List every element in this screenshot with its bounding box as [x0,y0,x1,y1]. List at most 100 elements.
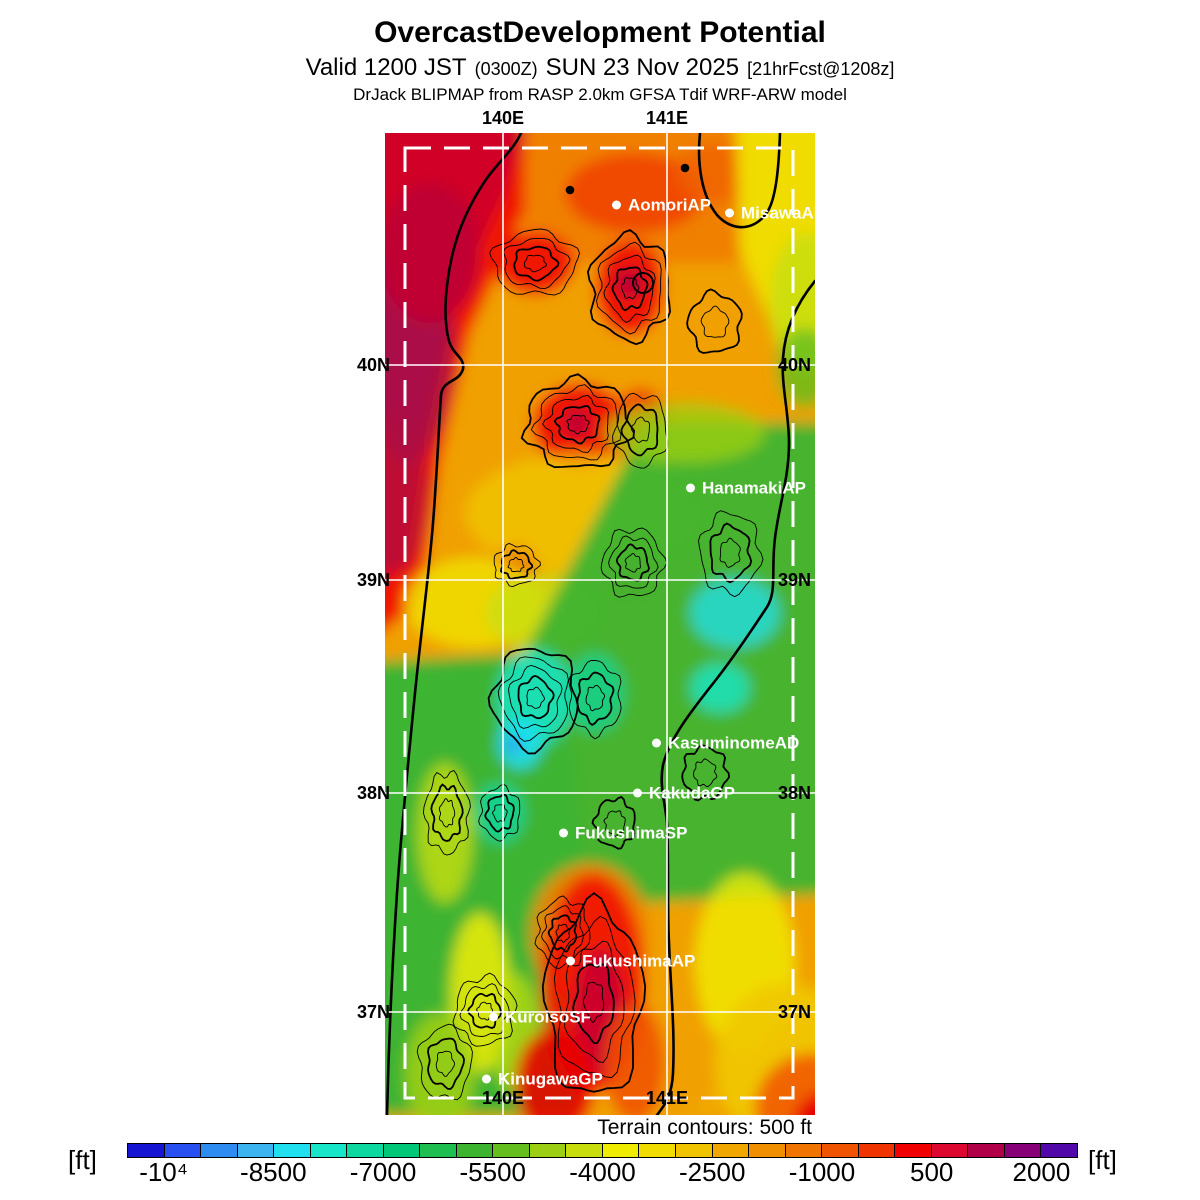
terrain-contour [553,915,636,1079]
valid-zulu: (0300Z) [474,59,538,79]
colorbar-tick-label: -5500 [459,1157,527,1187]
header: OvercastDevelopment Potential Valid 1200… [0,16,1200,104]
terrain-contour [603,810,626,837]
terrain-contour [576,671,615,726]
terrain-contour [422,769,471,856]
colorbar-segment [895,1144,932,1157]
terrain-contour [608,535,659,589]
colorbar-segment [347,1144,384,1157]
terrain-contour [430,783,464,842]
station-label: HanamakiAP [702,478,806,498]
lon-label-bottom: 140E [481,1088,525,1108]
lat-label-left: 39N [357,570,391,590]
terrain-contour [467,992,502,1029]
station-label: FukushimaSP [575,823,688,843]
terrain-contour [476,1001,494,1021]
terrain-contour [513,245,560,282]
colorbar-segment [931,1144,969,1157]
lat-label-right: 37N [778,1002,812,1022]
lat-label-right: 40N [778,355,812,375]
valid-date: SUN 23 Nov 2025 [545,54,740,81]
terrain-contour [520,373,636,469]
terrain-contour [555,923,571,943]
terrain-contour [700,305,730,338]
terrain-contour [603,254,656,323]
colorbar-tick-label: 2000 [1012,1157,1071,1187]
station-dot-icon [482,1074,491,1084]
terrain-contour [596,241,662,335]
terrain-contour [611,266,649,312]
colorbar-tick-label: -4000 [569,1157,636,1187]
colorbar-tick-label: -10⁴ [139,1157,188,1187]
station-label: KakudaGP [649,783,735,803]
station-dot-icon [566,956,575,966]
lat-label-left: 40N [357,355,391,375]
model-line: DrJack BLIPMAP from RASP 2.0km GFSA Tdif… [353,85,847,104]
terrain-contour [542,394,609,453]
terrain-contour [591,795,636,850]
colorbar-segment [383,1144,421,1157]
station-marker: KasuminomeAD [652,735,799,752]
terrain-contour [572,963,615,1044]
colorbar-segment [785,1144,823,1157]
colorbar-segment [201,1144,238,1157]
station-label: MisawaAD [741,203,827,223]
terrain-contour [693,758,718,787]
terrain-contour [487,647,579,755]
terrain-contours-note: Terrain contours: 500 ft [597,1116,812,1139]
terrain-contour [568,659,622,740]
colorbar-tick-label: 500 [909,1157,954,1187]
page-title: OvercastDevelopment Potential [374,16,826,49]
colorbar-segment [749,1144,786,1157]
station-marker: KuroisoSF [489,1009,591,1026]
station-dot-icon [652,738,661,748]
terrain-contour [564,940,625,1063]
terrain-contour [489,228,580,296]
station-dot-icon [559,828,568,838]
station-marker: FukushimaAP [566,953,695,970]
station-dot-icon [686,483,695,493]
colorbar-segments [128,1144,1077,1157]
station-label: KuroisoSF [505,1007,591,1027]
colorbar-segment [968,1144,1005,1157]
colorbar-segment [128,1144,165,1157]
terrain-contour [416,1023,473,1101]
colorbar-segment [639,1144,676,1157]
terrain-contour [600,527,668,598]
colorbar-segment [274,1144,311,1157]
terrain-contour [698,510,764,598]
unit-label-left: [ft] [68,1145,97,1175]
map-field-svg [385,133,815,1115]
terrain-contour [452,972,518,1047]
terrain-contour [503,237,571,290]
terrain-contour [582,981,605,1023]
terrain-contour [630,416,651,443]
valid-line: Valid 1200 JST (0300Z) SUN 23 Nov 2025 [21h… [0,55,1200,82]
station-marker: KinugawaGP [482,1071,603,1088]
terrain-contour [484,793,515,833]
station-label: FukushimaAP [582,951,696,971]
lon-label-top: 140E [481,108,525,128]
coastline [385,133,815,1115]
station-label: KinugawaGP [498,1069,603,1089]
station-label: KasuminomeAD [668,733,800,753]
station-marker: HanamakiAP [686,480,806,497]
lat-label-right: 39N [778,570,812,590]
terrain-contour [620,403,659,457]
colorbar-tick-label: -7000 [349,1157,417,1187]
lat-label-left: 37N [357,1002,391,1022]
valid-time: Valid 1200 JST [305,54,467,81]
colorbar-segment [675,1144,713,1157]
station-marker: AomoriAP [612,197,711,214]
station-marker: KakudaGP [633,785,735,802]
colorbar-segment [1041,1144,1077,1157]
station-dot-icon [612,200,621,210]
terrain-contour [530,384,622,461]
terrain-contour [681,744,731,802]
colorbar-segment [493,1144,530,1157]
terrain-contour [547,914,578,953]
terrain-contour-lines [416,228,764,1101]
colorbar [127,1143,1078,1158]
colorbar-segment [164,1144,202,1157]
terrain-contour [624,552,641,573]
